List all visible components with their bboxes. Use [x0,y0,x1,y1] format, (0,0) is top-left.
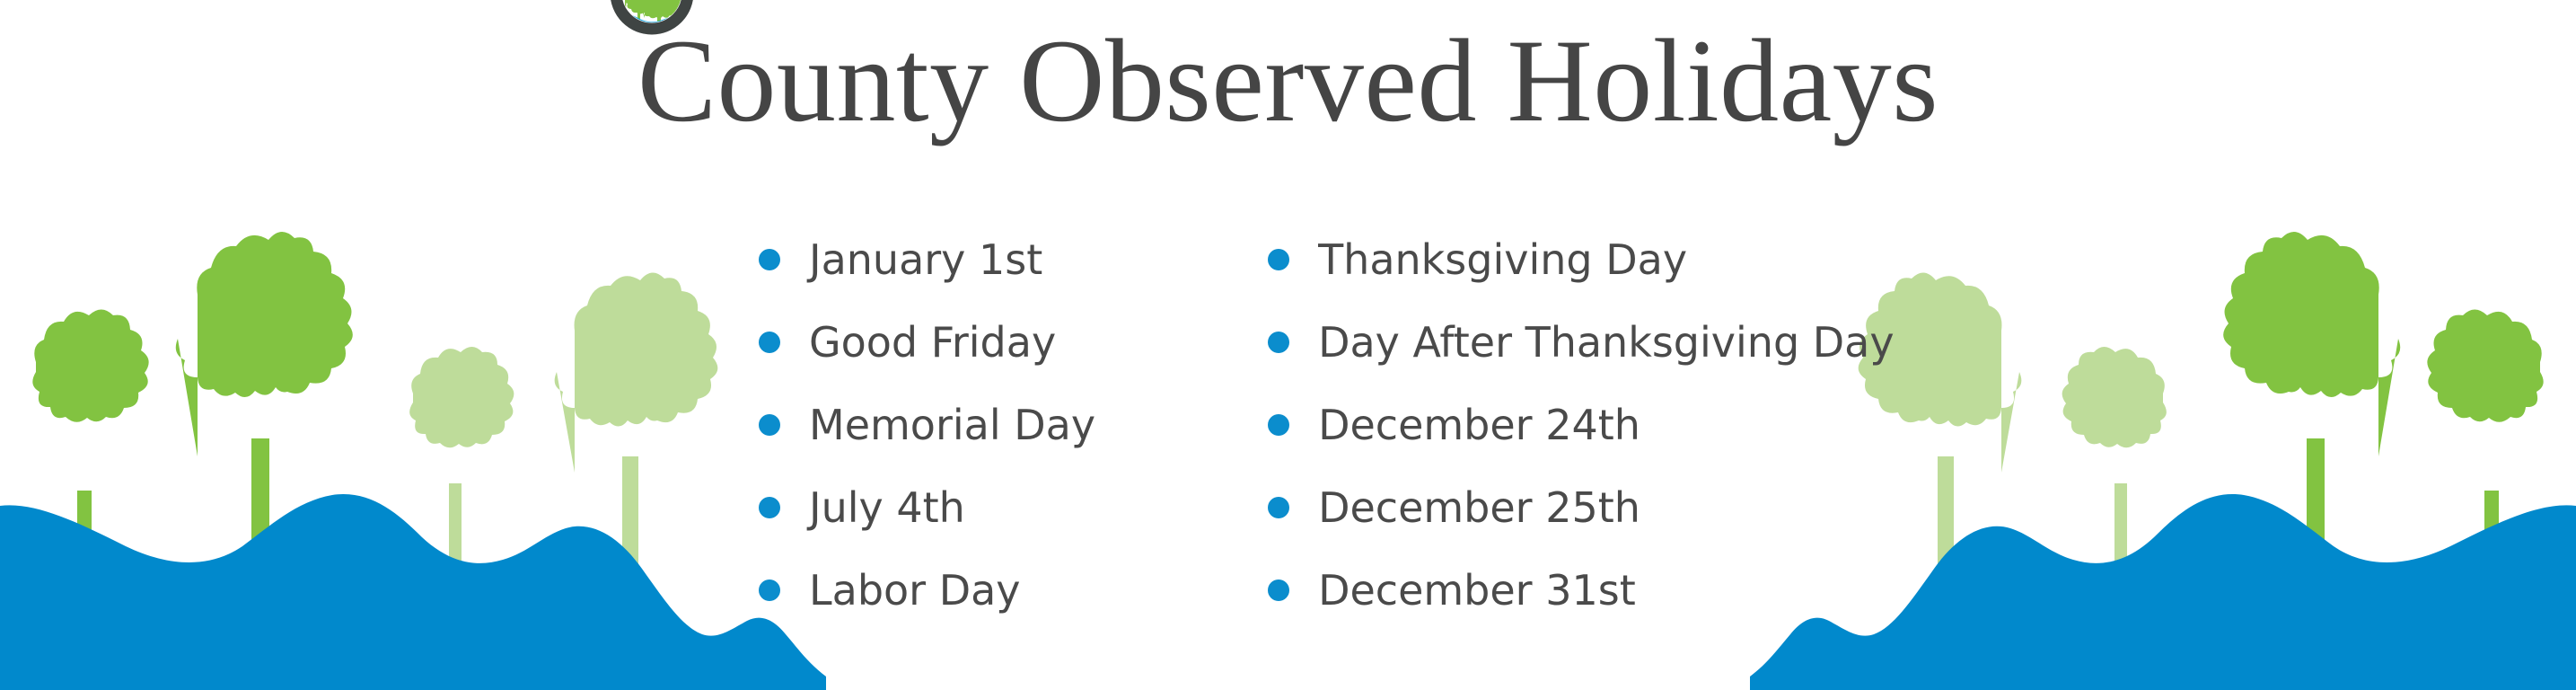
list-item: Thanksgiving Day [1268,218,1895,301]
tree-light-green-group [409,272,718,636]
bullet-icon [759,249,780,270]
holiday-label: January 1st [809,235,1043,284]
list-item: January 1st [759,218,1095,301]
header: County Observed Holidays [0,0,2576,153]
bullet-icon [759,414,780,436]
water-wave [0,494,826,690]
list-item: December 31st [1268,549,1895,632]
tree-dark-green-group [2223,231,2544,663]
holiday-list-left: January 1st Good Friday Memorial Day Jul… [759,218,1095,632]
holiday-list-right: Thanksgiving Day Day After Thanksgiving … [1268,218,1895,632]
holiday-label: Labor Day [809,566,1021,615]
list-item: July 4th [759,466,1095,549]
bullet-icon [1268,497,1290,518]
list-item: Day After Thanksgiving Day [1268,301,1895,384]
bullet-icon [1268,249,1290,270]
tree-light-green-group [1858,272,2167,636]
holiday-label: December 25th [1318,483,1640,532]
holiday-label: Good Friday [809,318,1057,367]
holiday-label: Thanksgiving Day [1318,235,1688,284]
holiday-columns: January 1st Good Friday Memorial Day Jul… [759,218,1895,632]
bullet-icon [759,332,780,353]
bullet-icon [1268,414,1290,436]
bullet-icon [1268,332,1290,353]
bullet-icon [759,497,780,518]
list-item: December 24th [1268,384,1895,466]
list-item: Labor Day [759,549,1095,632]
bullet-icon [759,579,780,601]
holiday-label: Memorial Day [809,401,1096,449]
list-item: Memorial Day [759,384,1095,466]
holiday-label: December 31st [1318,566,1636,615]
bullet-icon [1268,579,1290,601]
list-item: Good Friday [759,301,1095,384]
decoration-left [0,187,826,690]
page-title: County Observed Holidays [637,14,1939,146]
oc-county-logo-icon [603,0,700,40]
holiday-label: July 4th [809,483,965,532]
holiday-label: Day After Thanksgiving Day [1318,318,1895,367]
tree-dark-green-group [32,231,353,663]
holiday-label: December 24th [1318,401,1640,449]
list-item: December 25th [1268,466,1895,549]
